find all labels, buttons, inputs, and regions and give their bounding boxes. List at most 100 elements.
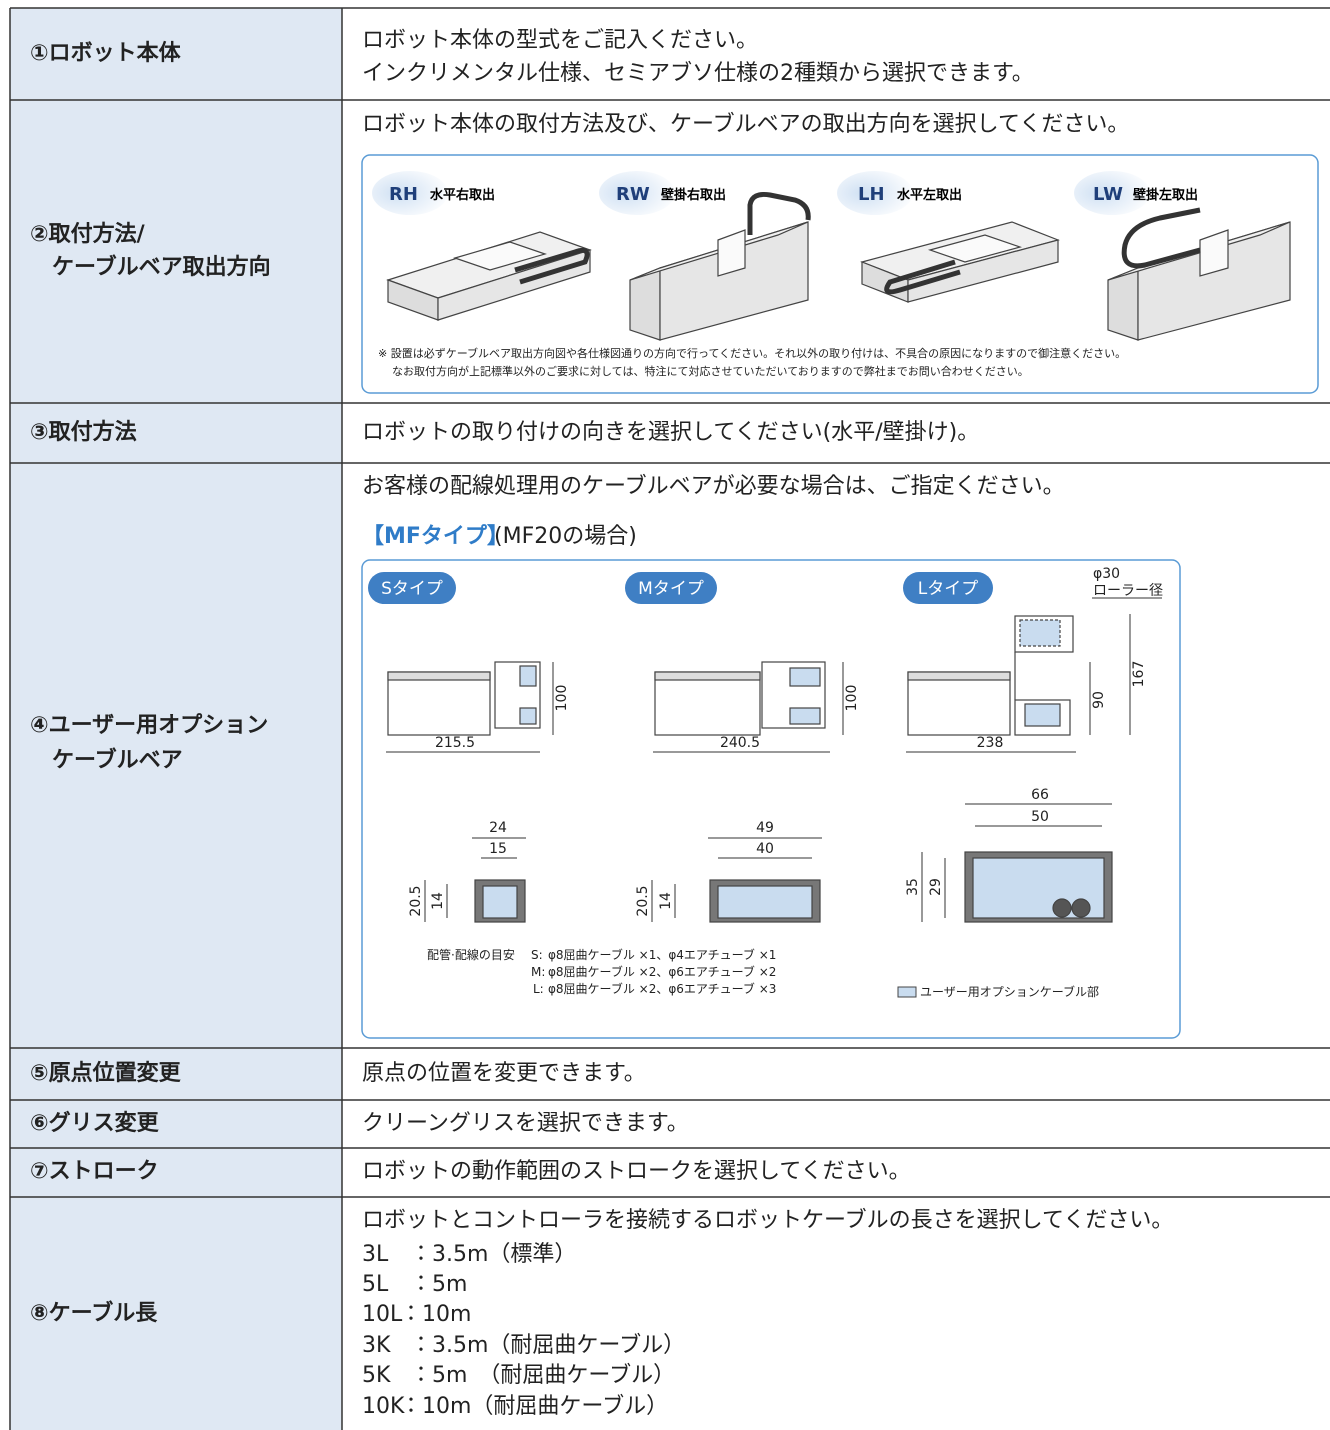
- mount-text: 水平右取出: [429, 187, 495, 203]
- type-badge-text: Lタイプ: [918, 579, 978, 599]
- mount-code: RW: [616, 184, 650, 205]
- option-text: ：3.5m（標準）: [410, 1242, 577, 1267]
- guide-size: L:: [533, 982, 544, 996]
- option-text: ：10m: [400, 1302, 472, 1327]
- slider: [927, 234, 1023, 263]
- type-badge: [625, 572, 717, 604]
- dim-label: 15: [489, 841, 507, 857]
- dim-label: 14: [658, 892, 674, 910]
- guide-size: S:: [531, 948, 543, 962]
- row-label: ケーブルベア: [52, 748, 183, 773]
- option-code: 10K: [362, 1394, 405, 1419]
- dim-label: 40: [756, 841, 774, 857]
- mount-text: 壁掛左取出: [1132, 187, 1198, 203]
- legend-text: ユーザー用オプションケーブル部: [920, 984, 1099, 999]
- guide: 配管·配線の目安 S: φ8屈曲ケーブル ×1、φ4エアチューブ ×1 M: φ…: [427, 947, 1099, 999]
- row-label: ④ユーザー用オプション: [30, 713, 269, 738]
- option-code: 5L: [362, 1272, 389, 1297]
- row-text: お客様の配線処理用のケーブルベアが必要な場合は、ご指定ください。: [362, 474, 1065, 499]
- cable-chain: [747, 192, 811, 235]
- slider: [453, 241, 547, 271]
- dim-label: 29: [928, 878, 944, 896]
- section-note: (MF20の場合): [494, 524, 637, 549]
- dim-label: 238: [977, 735, 1004, 751]
- body: [387, 671, 491, 736]
- label-glow: [837, 171, 913, 215]
- dim-label: 49: [756, 820, 774, 836]
- robot-rh: [386, 231, 592, 321]
- chain-space: [1024, 703, 1061, 727]
- label-glow: [1074, 171, 1150, 215]
- cable: [1071, 898, 1091, 918]
- dim-label: 215.5: [435, 735, 475, 751]
- dim-label: φ30: [1093, 566, 1120, 582]
- dim-label: 24: [489, 820, 507, 836]
- mount-code: LW: [1093, 184, 1123, 205]
- mount-text: 水平左取出: [896, 187, 962, 203]
- robot-lh: [860, 221, 1060, 303]
- option-code: 3L: [362, 1242, 389, 1267]
- row-label: ⑧ケーブル長: [30, 1301, 158, 1326]
- section-heading: 【MFタイプ】: [362, 524, 509, 549]
- row-label: ⑥グリス変更: [30, 1111, 159, 1136]
- slider: [1199, 229, 1229, 277]
- option-text: ：10m（耐屈曲ケーブル）: [400, 1394, 669, 1419]
- guide-text: φ8屈曲ケーブル ×1、φ4エアチューブ ×1: [548, 947, 776, 962]
- dim-label: ローラー径: [1093, 583, 1163, 599]
- chain-space: [1019, 619, 1061, 647]
- cross-sections: [474, 851, 1113, 923]
- dim-label: 240.5: [720, 735, 760, 751]
- top-plate: [907, 671, 1011, 681]
- row-label: ①ロボット本体: [30, 41, 181, 66]
- guide-title: 配管·配線の目安: [427, 947, 515, 962]
- label-glow: [372, 171, 448, 215]
- dimension-lines: [386, 597, 1162, 922]
- chain-space: [519, 665, 537, 687]
- robot-lw: [1107, 207, 1291, 341]
- beam-side: [907, 239, 1059, 303]
- cable: [1052, 898, 1072, 918]
- row-text: ロボットの動作範囲のストロークを選択してください。: [362, 1159, 911, 1184]
- row-text: ロボット本体の型式をご記入ください。: [362, 28, 759, 53]
- body: [654, 671, 761, 736]
- row-text: クリーングリスを選択できます。: [362, 1111, 689, 1136]
- dim-label: 14: [430, 892, 446, 910]
- cable-chain: [1121, 207, 1201, 269]
- row-label: ケーブルベア取出方向: [52, 255, 271, 280]
- row-text: 原点の位置を変更できます。: [362, 1061, 646, 1086]
- legend-swatch: [897, 986, 917, 998]
- type-badge-text: Mタイプ: [638, 579, 704, 599]
- slider: [717, 229, 746, 277]
- row-label: ⑦ストローク: [30, 1159, 159, 1184]
- chain-space: [789, 667, 821, 687]
- mount-code: LH: [858, 184, 885, 205]
- dim-label: 35: [905, 878, 921, 896]
- body: [907, 671, 1011, 736]
- dim-label: 90: [1091, 691, 1107, 709]
- cable-space: [482, 885, 518, 919]
- dim-label: 20.5: [408, 885, 424, 916]
- option-code: 3K: [362, 1333, 391, 1358]
- guide-text: φ8屈曲ケーブル ×2、φ6エアチューブ ×2: [548, 964, 776, 979]
- figure-frame: [361, 154, 1319, 394]
- row-text: ロボットとコントローラを接続するロボットケーブルの長さを選択してください。: [362, 1208, 1174, 1233]
- top-plate: [387, 671, 491, 681]
- cable-chain: [514, 247, 590, 285]
- option-code: 5K: [362, 1363, 391, 1388]
- row-label: ③取付方法: [30, 420, 137, 445]
- type-badge-text: Sタイプ: [381, 579, 443, 599]
- mount-text: 壁掛右取出: [660, 187, 726, 203]
- figure-note: ※ 設置は必ずケーブルベア取出方向図や各仕様図通りの方向で行ってください。それ以…: [378, 347, 1127, 360]
- row-label: ⑤原点位置変更: [30, 1061, 181, 1086]
- type-badge: [368, 572, 456, 604]
- beam-side: [437, 249, 591, 321]
- option-text: ：5m: [410, 1272, 468, 1297]
- type-badge: [903, 572, 993, 604]
- option-text: ：5m （耐屈曲ケーブル）: [410, 1363, 676, 1388]
- label-glow: [599, 171, 675, 215]
- row-text: インクリメンタル仕様、セミアブソ仕様の2種類から選択できます。: [362, 61, 1034, 86]
- cable-chain: [884, 259, 961, 295]
- chain-space: [789, 707, 821, 725]
